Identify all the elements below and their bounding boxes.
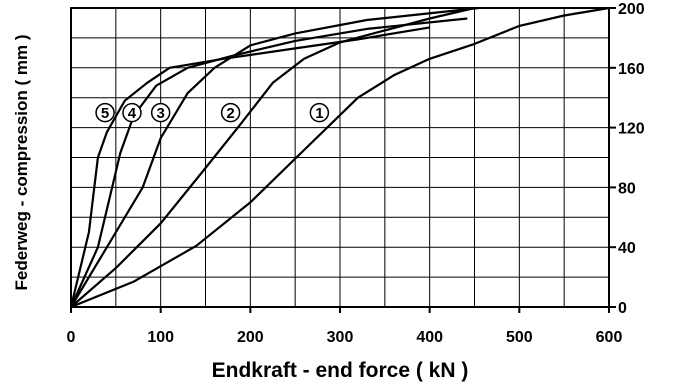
series-line-1 [70,6,610,309]
series-labels: 1 2 3 4 5 [95,102,330,123]
y-tick-label: 200 [618,1,645,18]
series-label-text: 1 [315,105,323,122]
y-tick-label: 0 [618,300,627,317]
x-tick-label: 400 [416,329,443,346]
x-tick-label: 300 [327,329,354,346]
y-tick-label: 120 [618,121,645,138]
series-label-circle [309,102,330,123]
x-tick-label: 0 [67,329,76,346]
tick-labels: 0 100 200 300 400 500 600 0 40 80 120 160 200 [67,1,645,346]
x-axis-label: Endkraft - end force ( kN ) [212,359,469,382]
series-label-circle [122,102,142,123]
y-tick-label: 40 [618,240,636,257]
chart-grid [70,7,616,313]
series-line-3 [70,6,480,308]
series-label-4: 4 [122,102,142,123]
series-label-2: 2 [220,102,241,123]
x-tick-label: 500 [506,329,533,346]
y-tick-label: 160 [618,61,645,78]
series-line-5 [69,26,430,308]
series-line-4 [69,17,468,308]
x-tick-label: 100 [147,329,174,346]
series-label-3: 3 [150,102,171,123]
series-label-text: 2 [226,105,234,122]
x-tick-label: 600 [596,329,623,346]
series-label-5: 5 [95,102,115,123]
series-lines [69,6,610,309]
series-label-circle [150,102,171,123]
x-tick-label: 200 [237,329,264,346]
series-label-circle [220,102,241,123]
series-label-text: 5 [101,105,109,122]
series-label-circle [95,102,115,123]
y-tick-label: 80 [618,180,636,197]
series-label-1: 1 [309,102,330,123]
series-label-text: 4 [128,105,137,122]
y-axis-label: Federweg - compression ( mm ) [12,35,31,291]
series-label-text: 3 [156,105,164,122]
